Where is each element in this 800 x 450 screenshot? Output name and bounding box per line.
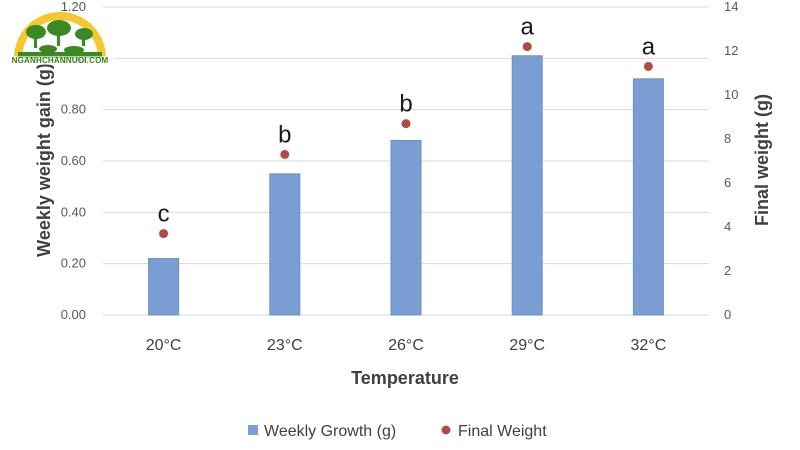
point [159,229,169,239]
y2-tick-label: 10 [724,87,738,102]
x-tick-label: 26°C [388,337,424,354]
legend-label-bar: Weekly Growth (g) [264,423,396,440]
y-axis-title: Weekly weight gain (g) [34,63,54,257]
y2-tick-label: 6 [724,175,731,190]
significance-label: c [158,201,170,228]
y2-tick-label: 12 [724,43,738,58]
bar [148,258,180,316]
significance-labels: c b b a a [158,14,656,228]
legend-swatch-point [441,425,451,435]
significance-label: b [278,121,291,148]
right-axis-ticks: 0 2 4 6 8 10 12 14 [724,0,738,322]
y2-axis-title: Final weight (g) [752,94,772,226]
bar [390,139,422,316]
point [522,42,532,52]
watermark-text: NGANHCHANNUOI.COM [4,56,116,65]
x-axis-ticks: 20°C 23°C 26°C 29°C 32°C [146,337,667,354]
x-tick-label: 29°C [509,337,545,354]
y-tick-label: 0.00 [61,307,86,322]
y-tick-label: 0.40 [61,204,86,219]
point-series [159,42,653,239]
legend-swatch-bar [248,425,258,435]
bar-series [148,55,664,316]
point [643,61,653,71]
legend-label-point: Final Weight [458,423,547,440]
bar [269,173,301,316]
y-tick-label: 0.20 [61,256,86,271]
point [401,119,411,129]
legend: Weekly Growth (g) Final Weight [248,423,547,440]
significance-label: a [642,33,656,60]
point [280,149,290,159]
significance-label: a [521,14,535,41]
significance-label: b [399,91,412,118]
x-tick-label: 32°C [631,337,667,354]
x-tick-label: 20°C [146,337,182,354]
y-tick-label: 0.60 [61,153,86,168]
y2-tick-label: 8 [724,131,731,146]
bar [511,55,543,316]
left-axis-ticks: 0.000.200.400.600.801.001.20 [61,0,86,322]
y2-tick-label: 0 [724,307,731,322]
x-axis-title: Temperature [351,368,459,388]
y2-tick-label: 14 [724,0,738,14]
y-tick-label: 1.20 [61,0,86,14]
y2-tick-label: 2 [724,263,731,278]
watermark-logo [4,2,116,72]
bar [632,78,664,316]
y-tick-label: 0.80 [61,102,86,117]
x-tick-label: 23°C [267,337,303,354]
y2-tick-label: 4 [724,219,731,234]
